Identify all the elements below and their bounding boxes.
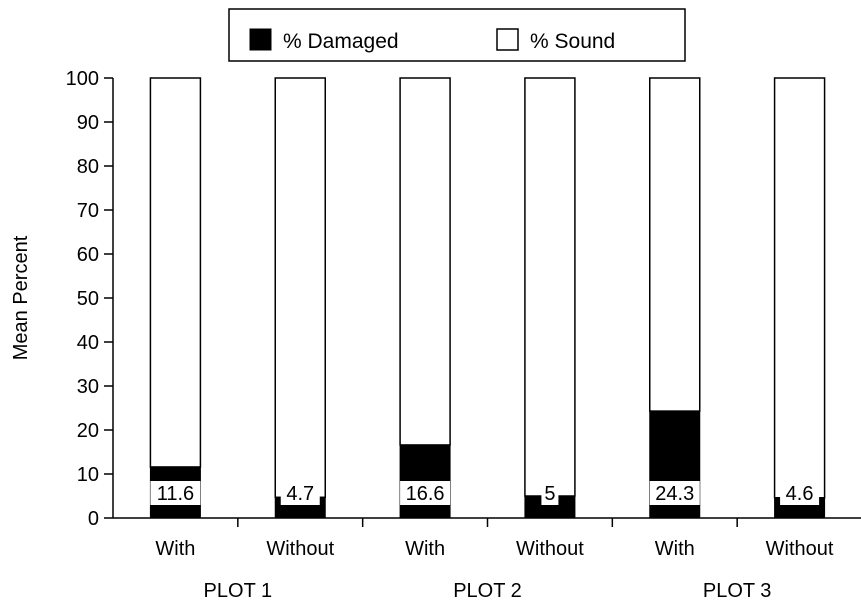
y-tick-label: 30 bbox=[77, 376, 99, 398]
y-axis-label: Mean Percent bbox=[10, 235, 32, 360]
data-label: 4.7 bbox=[286, 483, 314, 505]
legend-label-damaged: % Damaged bbox=[283, 30, 399, 53]
x-category-label: Without bbox=[516, 538, 584, 560]
data-label-bg bbox=[780, 481, 820, 505]
x-group-label: PLOT 2 bbox=[453, 580, 522, 602]
y-tick-label: 60 bbox=[77, 244, 99, 266]
data-label-bg bbox=[649, 481, 700, 505]
x-category-label: Without bbox=[266, 538, 334, 560]
x-axis-labels: With Without With Without With Without PLOT 1 P… bbox=[155, 538, 834, 602]
axes: 0 10 20 30 40 50 60 70 80 90 100 bbox=[66, 68, 861, 530]
bars: 11.6 4.7 16.6 5 24.3 4.6 bbox=[149, 77, 826, 519]
legend-swatch-sound bbox=[496, 28, 519, 51]
x-category-label: With bbox=[655, 538, 695, 560]
data-label-bg bbox=[400, 481, 451, 505]
y-tick-label: 20 bbox=[77, 420, 99, 442]
legend-label-sound: % Sound bbox=[530, 30, 615, 53]
y-tick-label: 100 bbox=[66, 68, 99, 90]
x-group-label: PLOT 1 bbox=[204, 580, 273, 602]
legend-swatch-damaged bbox=[249, 28, 272, 51]
bar-sound bbox=[773, 77, 826, 499]
y-tick-label: 90 bbox=[77, 112, 99, 134]
data-label: 11.6 bbox=[157, 483, 194, 505]
data-label: 5 bbox=[544, 483, 555, 505]
y-tick-label: 40 bbox=[77, 332, 99, 354]
x-category-label: With bbox=[155, 538, 195, 560]
data-label-bg bbox=[150, 481, 201, 505]
legend-box bbox=[228, 8, 686, 62]
data-label: 4.6 bbox=[786, 483, 814, 505]
x-group-label: PLOT 3 bbox=[703, 580, 772, 602]
bar-sound bbox=[524, 77, 576, 497]
y-tick-label: 10 bbox=[77, 464, 99, 486]
data-label-bg bbox=[541, 481, 559, 505]
y-tick-label: 70 bbox=[77, 200, 99, 222]
y-tick-label: 0 bbox=[88, 508, 99, 530]
data-label: 16.6 bbox=[406, 483, 445, 505]
bar-sound bbox=[649, 77, 701, 412]
legend: % Damaged % Sound bbox=[228, 8, 686, 62]
x-category-label: Without bbox=[766, 538, 834, 560]
data-label-bg bbox=[280, 481, 320, 505]
bar-sound bbox=[149, 77, 202, 468]
bar-sound bbox=[274, 77, 326, 499]
bar-sound bbox=[399, 77, 451, 446]
y-tick-label: 50 bbox=[77, 288, 99, 310]
y-tick-label: 80 bbox=[77, 156, 99, 178]
x-category-label: With bbox=[405, 538, 445, 560]
data-label: 24.3 bbox=[655, 483, 694, 505]
